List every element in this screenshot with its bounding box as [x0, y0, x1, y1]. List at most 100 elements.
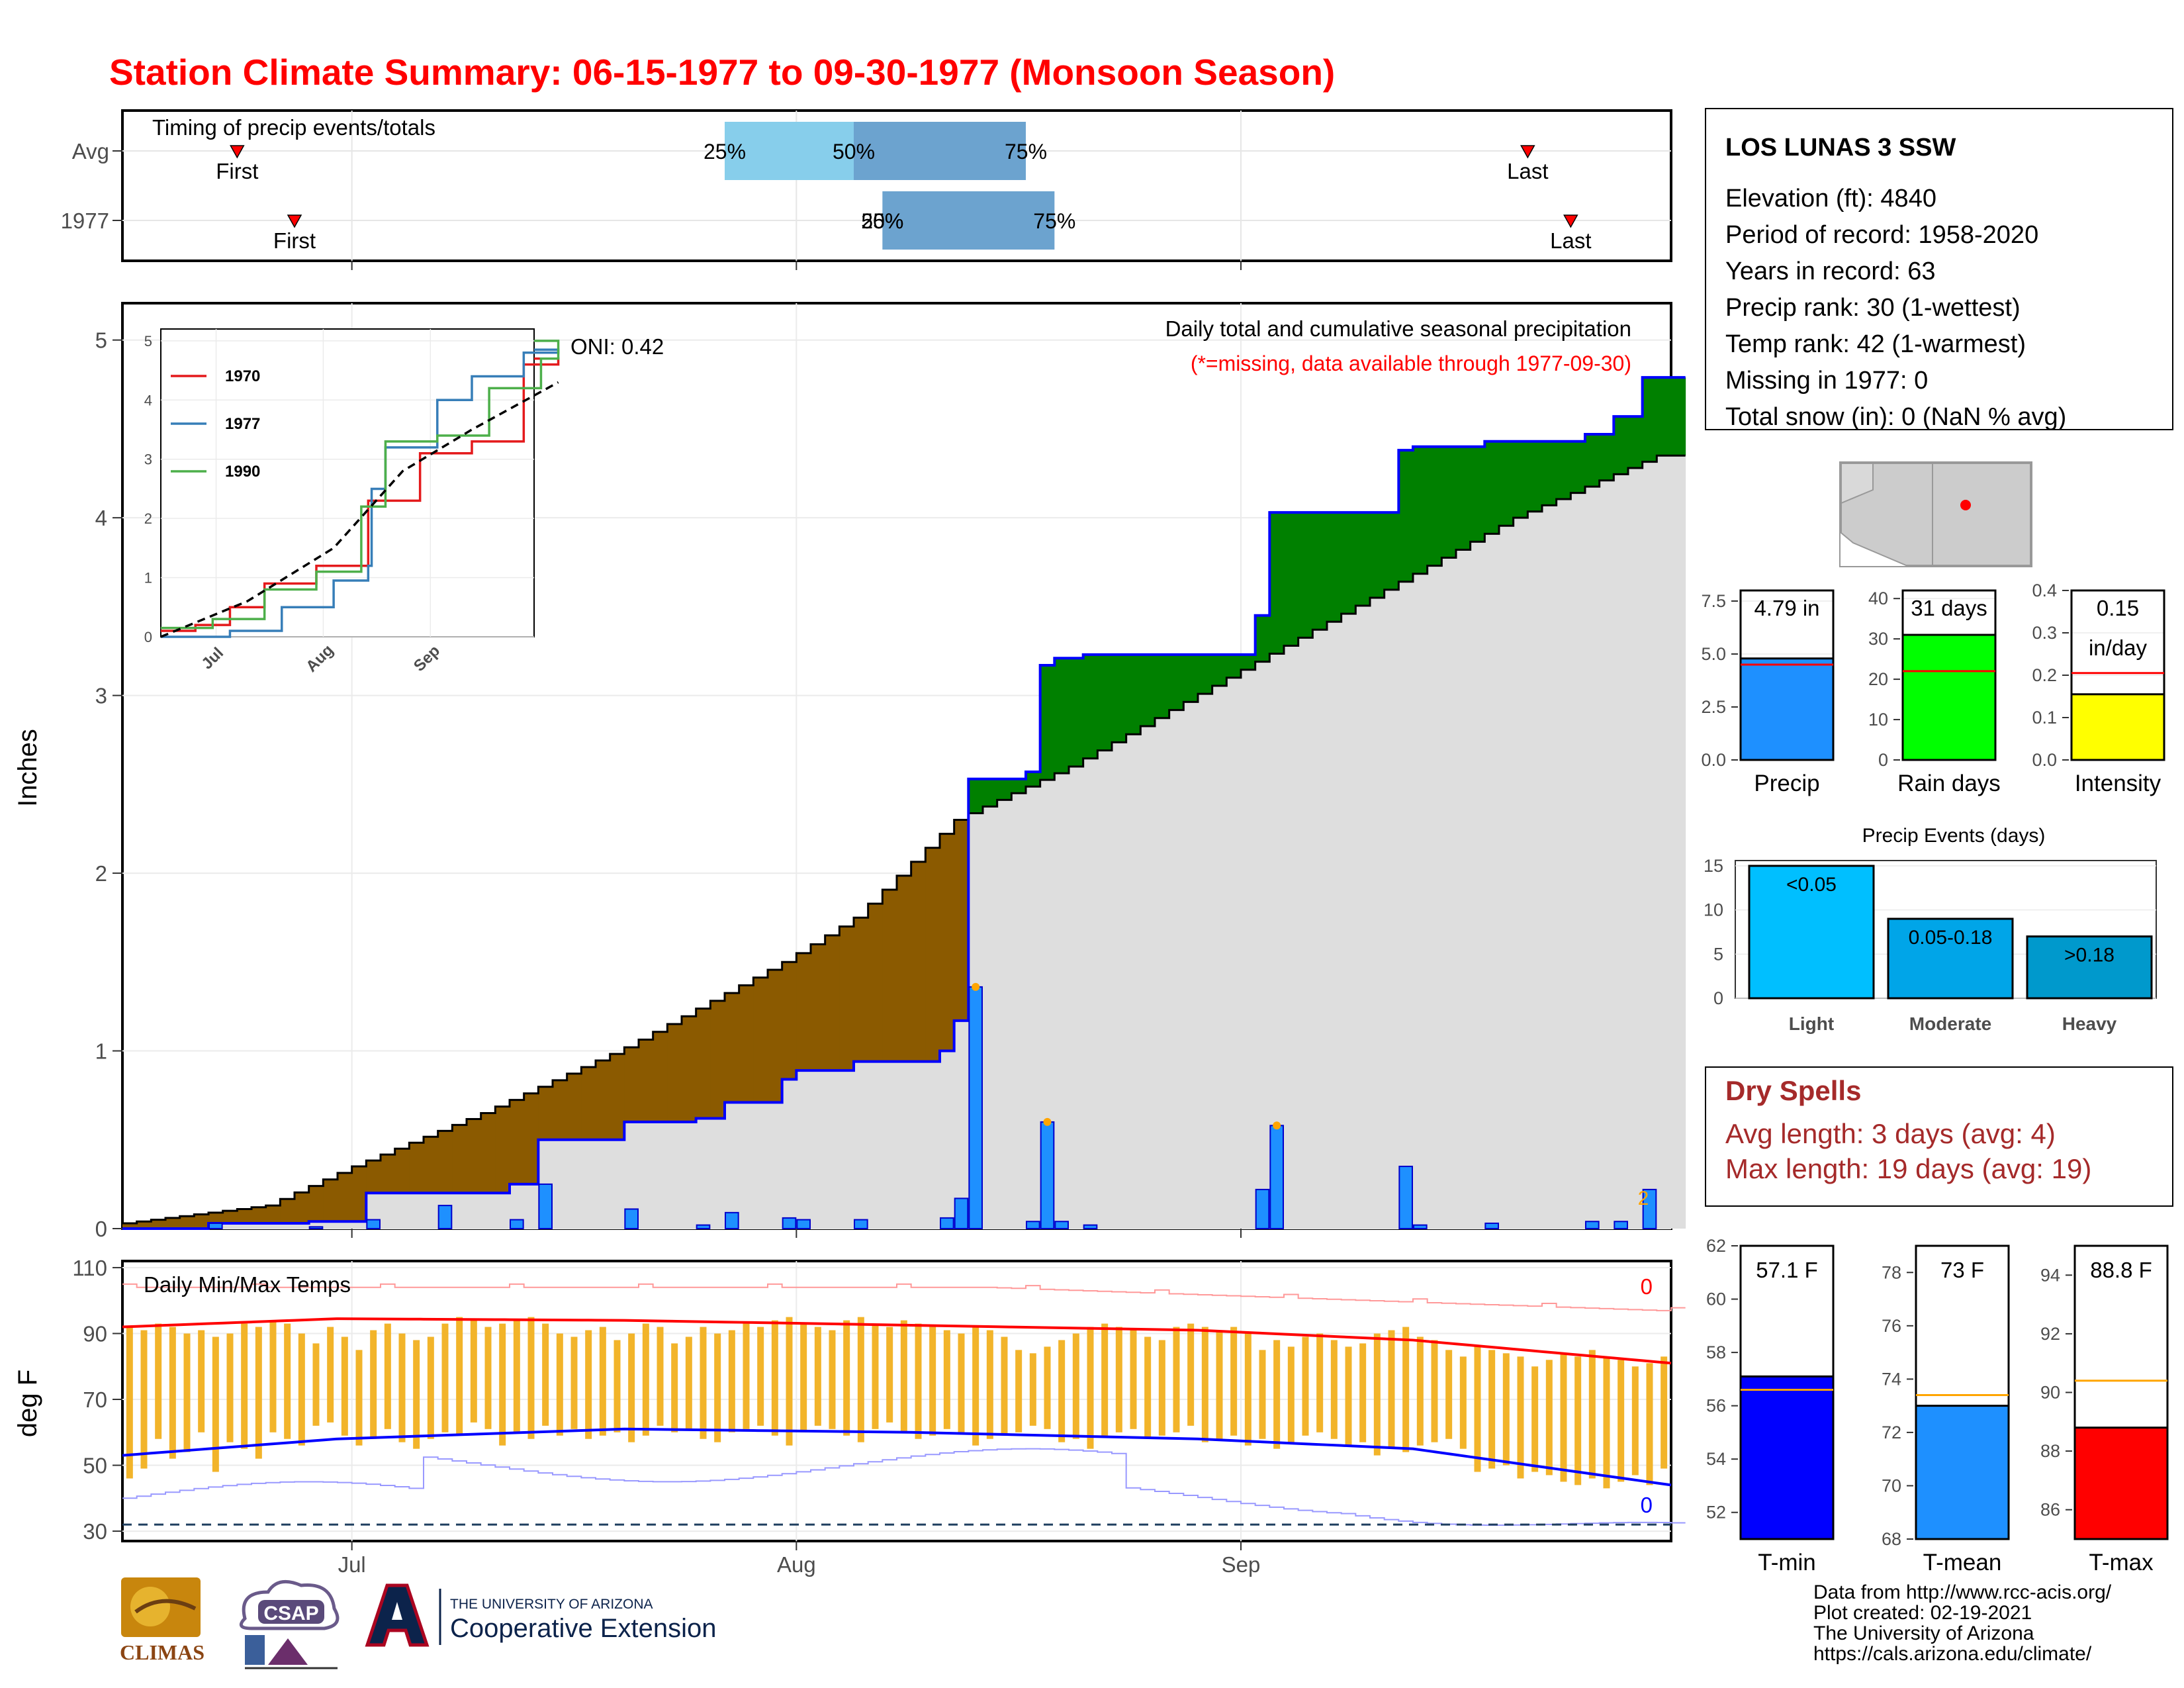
station-info-line: Elevation (ft): 4840 — [1725, 185, 1936, 212]
below-curve-fill — [1054, 773, 1069, 1229]
station-info-line: Missing in 1977: 0 — [1725, 367, 1928, 395]
timing-row-label: 1977 — [61, 209, 109, 233]
below-curve-fill — [351, 1221, 367, 1229]
below-curve-fill — [394, 1193, 410, 1229]
below-curve-fill — [839, 1070, 854, 1229]
daily-temp-range-bar — [829, 1330, 836, 1429]
below-curve-fill — [710, 1118, 725, 1229]
mini-ytick-label: 0 — [1878, 750, 1888, 770]
precip-end-label: 2 — [1638, 1188, 1649, 1209]
deficit-fill — [208, 1212, 224, 1223]
surplus-fill — [1140, 654, 1156, 726]
temp-bar-ytick-label: 56 — [1706, 1396, 1726, 1416]
daily-temp-range-bar — [1646, 1363, 1653, 1485]
last-marker — [1563, 214, 1578, 228]
daily-temp-range-bar — [1416, 1336, 1424, 1446]
below-curve-fill — [222, 1223, 238, 1229]
temp-ytick-label: 30 — [83, 1519, 107, 1544]
record-max-line — [122, 1283, 1686, 1311]
temp-ytick-label: 90 — [83, 1321, 107, 1346]
below-curve-fill — [1298, 637, 1313, 1229]
temp-value-label: 57.1 F — [1756, 1258, 1818, 1282]
temp-bar-ytick-label: 74 — [1882, 1369, 1901, 1389]
daily-temp-range-bar — [743, 1323, 750, 1429]
temp-title: Daily Min/Max Temps — [144, 1272, 351, 1297]
surplus-fill — [1398, 450, 1414, 582]
surplus-fill — [1513, 441, 1528, 518]
timing-label: Timing of precip events/totals — [152, 115, 435, 140]
daily-temp-range-bar — [1359, 1343, 1367, 1442]
deficit-fill — [237, 1209, 252, 1223]
logos: CLIMAS CSAP THE UNIVERSITY OF ARIZONA Co… — [109, 1572, 745, 1678]
temp-bar-ytick-label: 78 — [1882, 1262, 1901, 1282]
avg-max-temp-line — [122, 1317, 1672, 1365]
below-curve-fill — [596, 1139, 611, 1229]
deficit-fill — [782, 962, 797, 1080]
surplus-fill — [1499, 441, 1514, 526]
deficit-fill — [194, 1214, 209, 1229]
temp-bar-ytick-label: 52 — [1706, 1503, 1726, 1523]
deficit-fill — [581, 1066, 596, 1140]
daily-temp-range-bar — [1459, 1356, 1467, 1449]
precip-areas — [122, 376, 1686, 1230]
temp-value-bar — [1915, 1405, 2010, 1540]
daily-temp-range-bar — [958, 1333, 965, 1432]
below-curve-fill — [1097, 750, 1113, 1229]
deficit-fill — [366, 1160, 381, 1194]
daily-temp-range-bar — [1001, 1336, 1008, 1436]
daily-temp-range-bar — [915, 1323, 922, 1439]
below-curve-fill — [323, 1221, 338, 1229]
inset-ytick-label: 2 — [144, 510, 152, 527]
temp-bar-ytick-label: 68 — [1882, 1529, 1901, 1549]
below-curve-fill — [1413, 573, 1428, 1229]
inset-series-line — [161, 340, 560, 630]
inset-legend-label: 1990 — [225, 463, 260, 481]
station-name: LOS LUNAS 3 SSW — [1725, 134, 1956, 162]
daily-temp-range-bar — [398, 1333, 406, 1442]
daily-temp-range-bar — [1661, 1356, 1668, 1469]
below-curve-fill — [610, 1139, 625, 1229]
deficit-fill — [495, 1106, 510, 1194]
station-info-line: Total snow (in): 0 (NaN % avg) — [1725, 403, 2066, 431]
event-bar-label: 0.05-0.18 — [1909, 927, 1993, 949]
last-marker — [1520, 145, 1535, 159]
precip-panel: 0 1 2 3 4 5 Inches ONI: 0.42 Daily total and … — [13, 302, 1686, 1241]
below-curve-fill — [825, 1070, 840, 1229]
deficit-fill — [280, 1199, 295, 1223]
below-curve-fill — [1140, 726, 1156, 1229]
mini-value-bar — [2070, 693, 2165, 761]
deficit-fill — [122, 1223, 138, 1229]
surplus-fill — [1112, 654, 1127, 743]
daily-temp-range-bar — [1201, 1327, 1208, 1442]
below-curve-fill — [409, 1193, 424, 1229]
daily-temp-range-bar — [527, 1317, 535, 1439]
daily-temp-range-bar — [1158, 1340, 1165, 1436]
station-info-line: Temp rank: 42 (1-warmest) — [1725, 330, 2026, 358]
daily-temp-range-bar — [886, 1327, 893, 1423]
deficit-fill — [265, 1205, 281, 1223]
daily-temp-range-bar — [241, 1323, 248, 1449]
location-map — [1839, 461, 2032, 567]
temp-ytick-label: 70 — [83, 1387, 107, 1412]
below-curve-fill — [308, 1221, 324, 1229]
surplus-fill — [1427, 446, 1442, 566]
below-curve-fill — [1671, 455, 1686, 1229]
daily-temp-range-bar — [986, 1330, 993, 1439]
surplus-fill — [983, 778, 998, 807]
inset-series-line — [161, 348, 560, 638]
precip-ytick-label: 0 — [95, 1217, 107, 1241]
daily-temp-range-bar — [1388, 1330, 1395, 1449]
temp-value-label: 88.8 F — [2090, 1258, 2152, 1282]
station-info-line: Precip rank: 30 (1-wettest) — [1725, 294, 2021, 322]
below-curve-fill — [265, 1223, 281, 1229]
daily-temp-range-bar — [872, 1323, 879, 1429]
state-new-mexico — [1932, 463, 2031, 566]
below-curve-fill — [1370, 597, 1385, 1229]
daily-temp-range-bar — [657, 1327, 664, 1426]
event-bar — [1748, 865, 1875, 1000]
credit-line: Plot created: 02-19-2021 — [1813, 1602, 2032, 1624]
daily-temp-range-bar — [355, 1350, 363, 1446]
temp-bar-ytick-label: 88 — [2040, 1441, 2060, 1461]
